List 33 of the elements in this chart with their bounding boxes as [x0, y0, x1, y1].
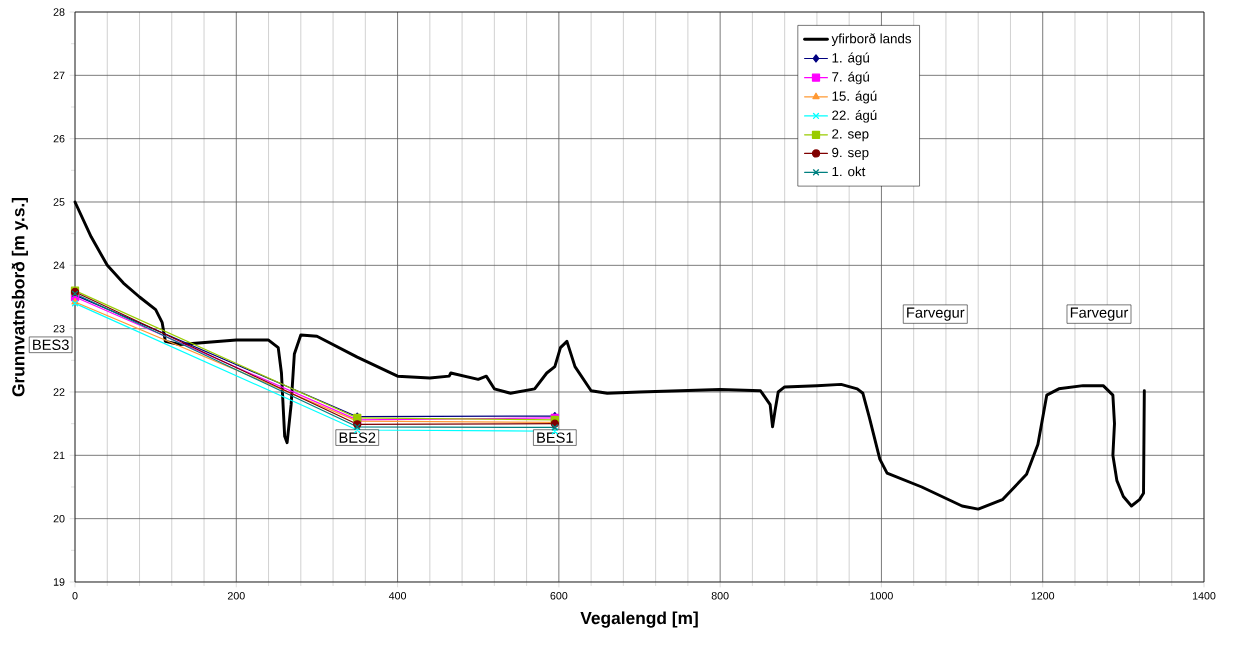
legend-label: yfirborð lands — [831, 33, 912, 46]
y-tick-label: 28 — [53, 8, 65, 16]
legend-label: 9. sep — [832, 147, 869, 160]
y-tick-label: 25 — [53, 198, 65, 206]
annotation: Farvegur — [907, 307, 965, 321]
y-tick-label: 20 — [53, 514, 65, 523]
y-tick-label: 19 — [53, 578, 65, 586]
x-tick-label: 1400 — [1192, 592, 1216, 600]
y-axis-title: Grunnvatnsborð [m y.s.] — [11, 197, 28, 397]
annotation: BES1 — [537, 432, 573, 443]
y-tick-label: 24 — [53, 261, 65, 270]
x-axis-title: Vegalengd [m] — [580, 611, 698, 628]
annotation: Farvegur — [1070, 307, 1129, 321]
legend-label: 1. okt — [832, 166, 866, 177]
y-tick-label: 27 — [53, 71, 65, 80]
y-tick-label: 23 — [53, 324, 65, 333]
y-tick-label: 26 — [53, 134, 65, 143]
legend-label: 2. sep — [832, 129, 869, 142]
legend-label: 22. ágú — [832, 110, 877, 123]
x-tick-label: 0 — [72, 592, 78, 600]
x-tick-label: 1200 — [1031, 592, 1055, 600]
x-tick-label: 600 — [550, 592, 568, 600]
x-tick-label: 1000 — [870, 592, 893, 600]
x-tick-label: 800 — [711, 592, 729, 600]
annotation: BES3 — [33, 339, 69, 350]
x-tick-label: 200 — [227, 592, 245, 600]
legend-label: 1. ágú — [832, 52, 869, 66]
annotation: BES2 — [339, 432, 376, 443]
y-tick-label: 22 — [53, 388, 65, 396]
x-tick-label: 400 — [388, 592, 407, 600]
legend-label: 7. ágú — [832, 71, 869, 85]
legend-label: 15. ágú — [832, 90, 877, 104]
y-tick-label: 21 — [53, 451, 65, 460]
